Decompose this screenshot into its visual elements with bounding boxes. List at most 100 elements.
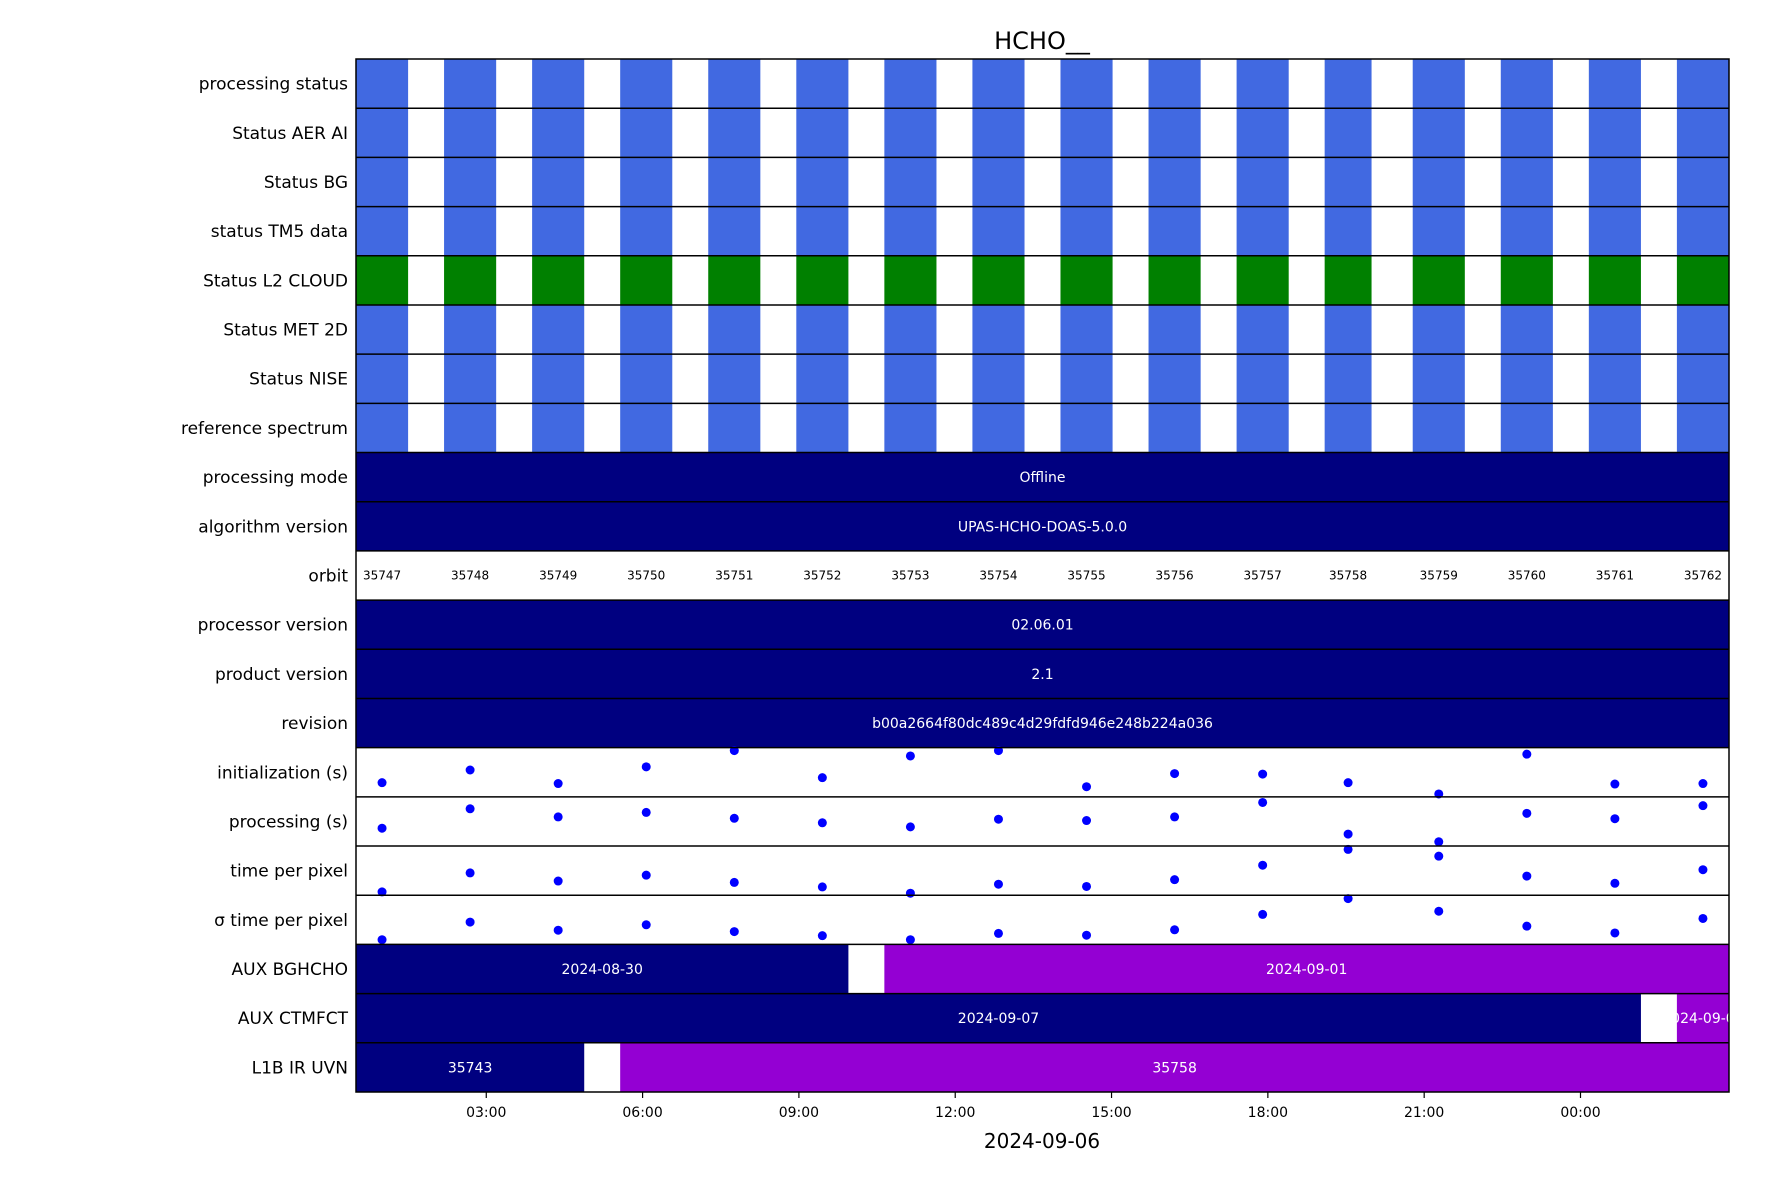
status-block <box>884 59 937 109</box>
status-block <box>620 255 673 305</box>
status-block <box>532 108 585 158</box>
status-block <box>620 157 673 207</box>
status-block <box>1500 354 1553 404</box>
status-block <box>1676 157 1729 207</box>
status-block <box>884 157 937 207</box>
row-label: processing status <box>199 75 348 95</box>
status-block <box>1236 206 1289 256</box>
full-bar <box>356 649 1729 699</box>
row-label: initialization (s) <box>217 763 348 783</box>
status-block <box>1324 59 1372 109</box>
status-block <box>884 304 937 355</box>
status-block <box>708 206 761 256</box>
scatter-point <box>817 773 827 783</box>
scatter-point <box>1343 894 1353 904</box>
scatter-point <box>905 751 915 761</box>
scatter-point <box>817 882 827 892</box>
status-block <box>532 59 585 109</box>
status-block <box>620 108 673 158</box>
status-block <box>1588 304 1641 355</box>
orbit-label: 35754 <box>979 569 1017 583</box>
status-block <box>1412 59 1465 109</box>
scatter-point <box>377 935 387 945</box>
scatter-point <box>1343 829 1353 839</box>
orbit-label: 35748 <box>451 569 489 583</box>
status-block <box>708 59 761 109</box>
scatter-point <box>1610 779 1620 789</box>
scatter-point <box>1698 865 1708 875</box>
row-label: Status BG <box>264 173 348 193</box>
scatter-point <box>377 887 387 897</box>
status-block <box>356 255 409 305</box>
status-block <box>1236 255 1289 305</box>
scatter-point <box>1343 778 1353 788</box>
status-block <box>1148 255 1201 305</box>
status-block <box>532 304 585 355</box>
scatter-point <box>1258 769 1268 779</box>
status-block <box>444 206 497 256</box>
segment-bar <box>1676 993 1729 1043</box>
scatter-point <box>553 812 563 822</box>
status-block <box>620 304 673 355</box>
plot-frame <box>355 58 1730 1093</box>
status-block <box>1148 108 1201 158</box>
scatter-point <box>1082 782 1092 792</box>
status-block <box>1060 206 1113 256</box>
status-block <box>1148 206 1201 256</box>
status-block <box>1676 59 1729 109</box>
status-block <box>708 354 761 404</box>
orbit-label: 35755 <box>1067 569 1105 583</box>
scatter-point <box>1082 881 1092 891</box>
orbit-label: 35759 <box>1420 569 1458 583</box>
status-block <box>1324 157 1372 207</box>
segment-label: 35743 <box>448 1060 493 1076</box>
status-block <box>796 108 849 158</box>
status-block <box>1148 157 1201 207</box>
full-bar-label: b00a2664f80dc489c4d29fdfd946e248b224a036 <box>872 716 1213 732</box>
scatter-point <box>641 762 651 772</box>
status-block <box>620 59 673 109</box>
orbit-label: 35757 <box>1244 569 1282 583</box>
status-block <box>1500 157 1553 207</box>
status-block <box>356 304 409 355</box>
row-label: AUX BGHCHO <box>232 960 348 980</box>
segment-label: 2024-09-01 <box>1266 962 1347 978</box>
status-block <box>1324 403 1372 453</box>
status-block <box>1148 354 1201 404</box>
scatter-point <box>553 925 563 935</box>
status-block <box>1060 108 1113 158</box>
orbit-label: 35760 <box>1508 569 1546 583</box>
status-block <box>1676 354 1729 404</box>
status-block <box>1676 304 1729 355</box>
status-block <box>1324 304 1372 355</box>
status-block <box>1500 108 1553 158</box>
status-block <box>708 255 761 305</box>
scatter-point <box>1170 812 1180 822</box>
scatter-point <box>1082 816 1092 826</box>
scatter-point <box>1698 913 1708 923</box>
status-block <box>1236 59 1289 109</box>
orbit-label: 35751 <box>715 569 753 583</box>
x-tick-label: 00:00 <box>1560 1105 1600 1121</box>
scatter-point <box>1522 808 1532 818</box>
scatter-point <box>641 807 651 817</box>
row-label: Status AER AI <box>232 124 348 144</box>
status-block <box>972 108 1025 158</box>
row-label: σ time per pixel <box>214 911 348 931</box>
scatter-point <box>553 876 563 886</box>
orbit-label: 35761 <box>1596 569 1634 583</box>
scatter-point <box>1258 797 1268 807</box>
row-label: reference spectrum <box>181 419 348 439</box>
orbit-label: 35752 <box>803 569 841 583</box>
status-block <box>1500 403 1553 453</box>
status-block <box>1676 255 1729 305</box>
full-bar-label: UPAS-HCHO-DOAS-5.0.0 <box>958 519 1127 535</box>
row-label: Status L2 CLOUD <box>203 271 348 291</box>
status-block <box>1412 304 1465 355</box>
scatter-point <box>729 877 739 887</box>
scatter-point <box>1610 928 1620 938</box>
scatter-point <box>1258 860 1268 870</box>
status-block <box>1412 255 1465 305</box>
row-label: product version <box>215 665 348 685</box>
segment-bar <box>356 1042 585 1092</box>
